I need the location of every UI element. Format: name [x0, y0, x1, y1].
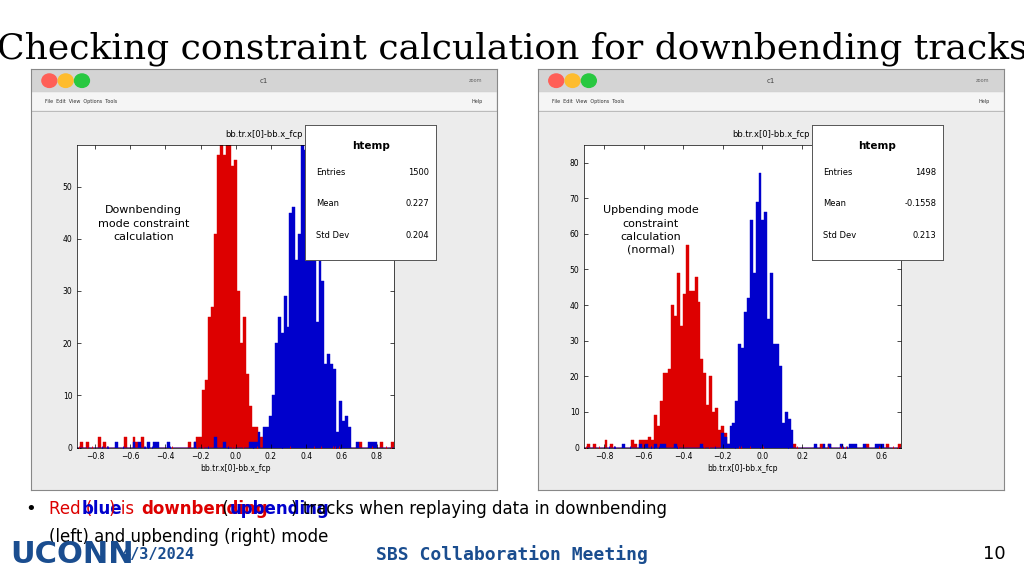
- Text: File  Edit  View  Options  Tools: File Edit View Options Tools: [552, 99, 624, 104]
- Text: (left) and upbending (right) mode: (left) and upbending (right) mode: [49, 528, 329, 546]
- Text: c1: c1: [259, 78, 268, 84]
- FancyBboxPatch shape: [538, 92, 1004, 111]
- Text: (: (: [217, 500, 228, 518]
- Text: Upbending mode
constraint
calculation
(normal): Upbending mode constraint calculation (n…: [603, 206, 698, 255]
- X-axis label: bb.tr.x[0]-bb.x_fcp: bb.tr.x[0]-bb.x_fcp: [708, 464, 778, 473]
- Text: Entries: Entries: [822, 168, 852, 177]
- X-axis label: bb.tr.x[0]-bb.x_fcp: bb.tr.x[0]-bb.x_fcp: [201, 464, 271, 473]
- Text: ) is: ) is: [109, 500, 139, 518]
- Text: downbending: downbending: [141, 500, 267, 518]
- Polygon shape: [584, 173, 901, 448]
- Text: htemp: htemp: [858, 142, 896, 151]
- Text: zoom: zoom: [976, 78, 989, 83]
- FancyBboxPatch shape: [538, 69, 1004, 92]
- FancyBboxPatch shape: [31, 92, 497, 111]
- Text: Checking constraint calculation for downbending tracks: Checking constraint calculation for down…: [0, 32, 1024, 66]
- Polygon shape: [584, 245, 901, 448]
- Circle shape: [42, 74, 56, 88]
- Circle shape: [582, 74, 596, 88]
- Text: Help: Help: [471, 99, 482, 104]
- Text: •: •: [26, 500, 36, 518]
- Text: 0.213: 0.213: [912, 231, 936, 240]
- Text: Help: Help: [978, 99, 989, 104]
- Text: ) tracks when replaying data in downbending: ) tracks when replaying data in downbend…: [291, 500, 668, 518]
- Text: Downbending
mode constraint
calculation: Downbending mode constraint calculation: [98, 206, 189, 242]
- Text: blue: blue: [82, 500, 122, 518]
- Text: Std Dev: Std Dev: [315, 231, 349, 240]
- Text: SBS Collaboration Meeting: SBS Collaboration Meeting: [376, 545, 648, 563]
- FancyBboxPatch shape: [31, 69, 497, 92]
- Text: 4/3/2024: 4/3/2024: [121, 547, 194, 562]
- Text: Std Dev: Std Dev: [822, 231, 856, 240]
- Text: c1: c1: [766, 78, 775, 84]
- Text: Entries: Entries: [315, 168, 345, 177]
- Circle shape: [565, 74, 580, 88]
- Circle shape: [549, 74, 563, 88]
- Text: bb.tr.x[0]-bb.x_fcp: bb.tr.x[0]-bb.x_fcp: [225, 130, 302, 139]
- Text: 1500: 1500: [409, 168, 429, 177]
- Text: -0.1558: -0.1558: [904, 199, 936, 208]
- Text: UCONN: UCONN: [10, 540, 134, 569]
- Text: zoom: zoom: [469, 78, 482, 83]
- Text: Mean: Mean: [315, 199, 339, 208]
- Circle shape: [58, 74, 73, 88]
- Text: Mean: Mean: [822, 199, 846, 208]
- Text: 0.227: 0.227: [406, 199, 429, 208]
- Text: 0.204: 0.204: [406, 231, 429, 240]
- Polygon shape: [78, 139, 394, 448]
- Polygon shape: [78, 66, 394, 448]
- Circle shape: [75, 74, 89, 88]
- Text: 1498: 1498: [915, 168, 936, 177]
- Text: htemp: htemp: [351, 142, 389, 151]
- Text: 10: 10: [983, 545, 1006, 563]
- Text: upbending: upbending: [229, 500, 330, 518]
- Text: File  Edit  View  Options  Tools: File Edit View Options Tools: [45, 99, 117, 104]
- Text: bb.tr.x[0]-bb.x_fcp: bb.tr.x[0]-bb.x_fcp: [732, 130, 809, 139]
- Text: Red (: Red (: [49, 500, 92, 518]
